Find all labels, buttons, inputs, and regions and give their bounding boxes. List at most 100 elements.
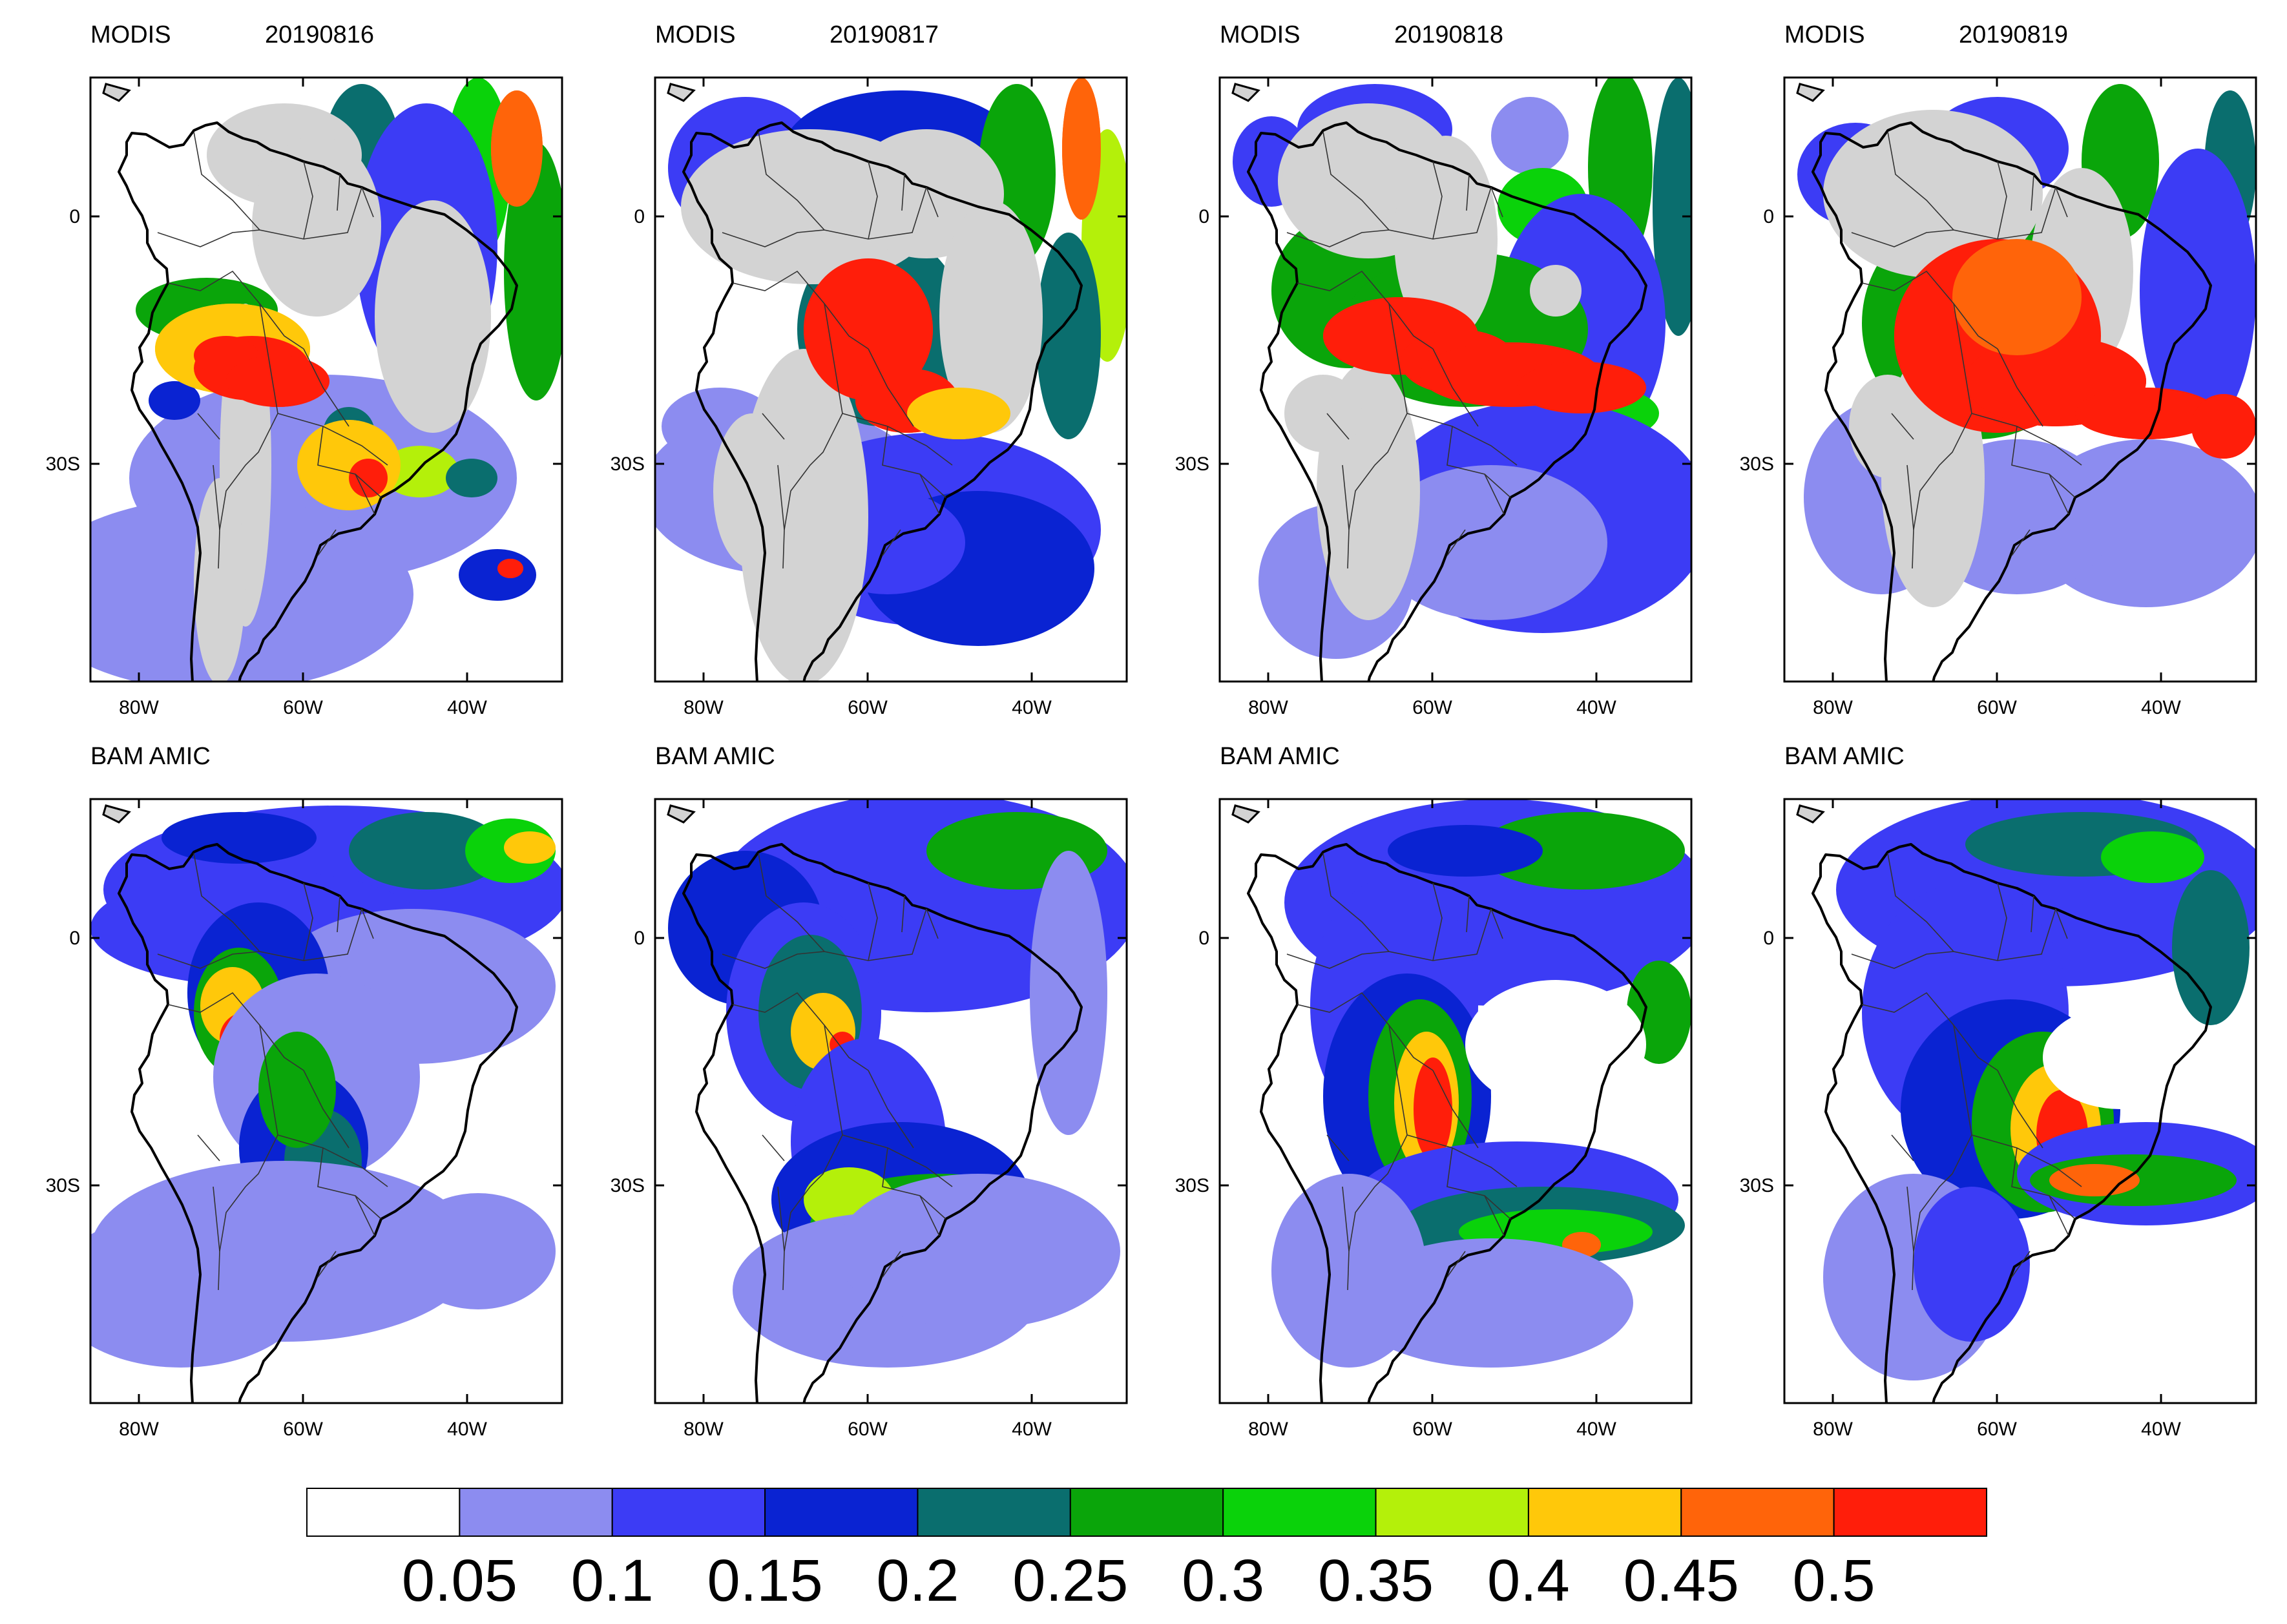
colorbar-bin <box>917 1488 1071 1537</box>
aod-blob <box>504 831 556 864</box>
aod-blob <box>1517 362 1646 413</box>
aod-blob <box>2075 388 2217 439</box>
plot-frame <box>1218 76 1693 683</box>
aod-blob <box>836 1174 1120 1329</box>
colorbar-bin <box>1680 1488 1835 1537</box>
x-tick-label: 80W <box>684 697 724 718</box>
x-tick-label: 40W <box>1576 697 1616 718</box>
aod-blob <box>1465 980 1646 1109</box>
colorbar-label: 0.4 <box>1487 1548 1570 1614</box>
y-tick-label: 30S <box>1740 453 1774 475</box>
colorbar-bin <box>459 1488 613 1537</box>
x-tick-label: 80W <box>1813 697 1853 718</box>
x-tick-label: 40W <box>2141 1419 2181 1440</box>
data-field <box>1220 799 1691 1403</box>
plot-frame <box>1783 798 2257 1404</box>
panel-modis-20190819: 80W 60W 40W 0 30S MODIS 20190819 <box>1740 21 2257 718</box>
colorbar-bin <box>1527 1488 1682 1537</box>
panel-source-label: BAM AMIC <box>1784 743 1905 770</box>
aod-blob <box>1491 97 1569 174</box>
y-tick-label: 0 <box>1198 928 1209 949</box>
colorbar-label: 0.05 <box>402 1548 517 1614</box>
panel-bam-1: 80W 60W 40W 0 30S BAM AMIC <box>46 743 563 1440</box>
colorbar-label: 0.1 <box>571 1548 654 1614</box>
aod-blob <box>149 381 200 420</box>
x-tick-label: 40W <box>1012 697 1052 718</box>
no-data-patch <box>1823 110 2043 278</box>
data-field <box>90 78 562 682</box>
x-tick-label: 60W <box>1412 697 1452 718</box>
panel-bam-2: 80W 60W 40W 0 30S BAM AMIC <box>611 743 1128 1440</box>
aod-blob <box>2043 1006 2198 1109</box>
no-data-patch <box>713 413 791 568</box>
x-tick-label: 60W <box>1412 1419 1452 1440</box>
panel-modis-20190816: 80W 60W 40W 0 30S MODIS 20190816 <box>46 21 563 718</box>
x-tick-label: 80W <box>119 1419 159 1440</box>
aod-blob <box>1388 825 1543 877</box>
colorbar-label: 0.3 <box>1182 1548 1264 1614</box>
panel-bam-3: 80W 60W 40W 0 30S BAM AMIC <box>1175 743 1693 1440</box>
colorbar-label: 0.5 <box>1793 1548 1875 1614</box>
x-tick-label: 80W <box>1248 697 1288 718</box>
y-tick-label: 30S <box>611 1175 645 1196</box>
aod-blob <box>258 1032 336 1148</box>
y-tick-label: 30S <box>1175 1175 1209 1196</box>
aod-blob <box>504 142 562 401</box>
aod-blob <box>1653 78 1691 336</box>
colorbar-bin <box>764 1488 919 1537</box>
aod-blob <box>2191 394 2256 459</box>
no-data-patch <box>1394 136 1498 342</box>
x-tick-label: 80W <box>1813 1419 1853 1440</box>
panel-date-label: 20190818 <box>1394 21 1503 48</box>
y-tick-label: 0 <box>1198 206 1209 227</box>
data-field <box>1784 799 2256 1403</box>
x-tick-label: 60W <box>848 697 888 718</box>
aod-blob <box>226 355 329 407</box>
no-data-patch <box>939 200 1043 433</box>
panel-date-label: 20190816 <box>265 21 374 48</box>
panel-modis-20190817: 80W 60W 40W 0 30S MODIS 20190817 <box>611 21 1128 718</box>
aod-blob <box>349 459 388 497</box>
y-tick-label: 0 <box>1763 206 1774 227</box>
x-tick-label: 60W <box>1977 1419 2017 1440</box>
aod-blob <box>804 258 933 401</box>
colorbar-bin <box>1222 1488 1377 1537</box>
aod-blob <box>1036 233 1101 439</box>
no-data-patch <box>252 136 381 317</box>
x-tick-label: 40W <box>1012 1419 1052 1440</box>
x-tick-label: 60W <box>848 1419 888 1440</box>
x-tick-label: 40W <box>2141 697 2181 718</box>
x-tick-label: 80W <box>1248 1419 1288 1440</box>
aod-blob <box>1062 78 1101 220</box>
x-tick-label: 60W <box>283 697 323 718</box>
y-tick-label: 30S <box>46 453 80 475</box>
y-tick-label: 0 <box>634 206 645 227</box>
panel-source-label: MODIS <box>90 21 171 48</box>
data-field <box>655 78 1127 682</box>
colorbar-label: 0.2 <box>877 1548 959 1614</box>
data-field <box>1220 78 1691 682</box>
x-tick-label: 40W <box>447 1419 487 1440</box>
plot-frame <box>1218 798 1693 1404</box>
colorbar: 0.05 0.1 0.15 0.2 0.25 0.3 0.35 0.4 0.45 0.5 <box>306 1488 1988 1614</box>
y-tick-label: 0 <box>69 928 80 949</box>
panel-source-label: BAM AMIC <box>90 743 211 770</box>
aod-blob <box>2049 1164 2140 1196</box>
y-tick-label: 0 <box>634 928 645 949</box>
colorbar-bin <box>306 1488 461 1537</box>
panel-source-label: MODIS <box>1220 21 1300 48</box>
aod-blob <box>162 812 317 864</box>
aod-blob <box>1914 1187 2030 1342</box>
aod-blob <box>446 459 497 497</box>
panel-date-label: 20190817 <box>830 21 939 48</box>
aod-blob <box>2101 831 2204 883</box>
colorbar-bin <box>1375 1488 1529 1537</box>
colorbar-bin <box>611 1488 766 1537</box>
panel-bam-4: 80W 60W 40W 0 30S BAM AMIC <box>1740 743 2257 1440</box>
plot-frame <box>1783 76 2257 683</box>
colorbar-label: 0.35 <box>1318 1548 1434 1614</box>
panel-source-label: MODIS <box>1784 21 1865 48</box>
aod-blob <box>459 549 536 601</box>
plot-frame <box>89 798 563 1404</box>
